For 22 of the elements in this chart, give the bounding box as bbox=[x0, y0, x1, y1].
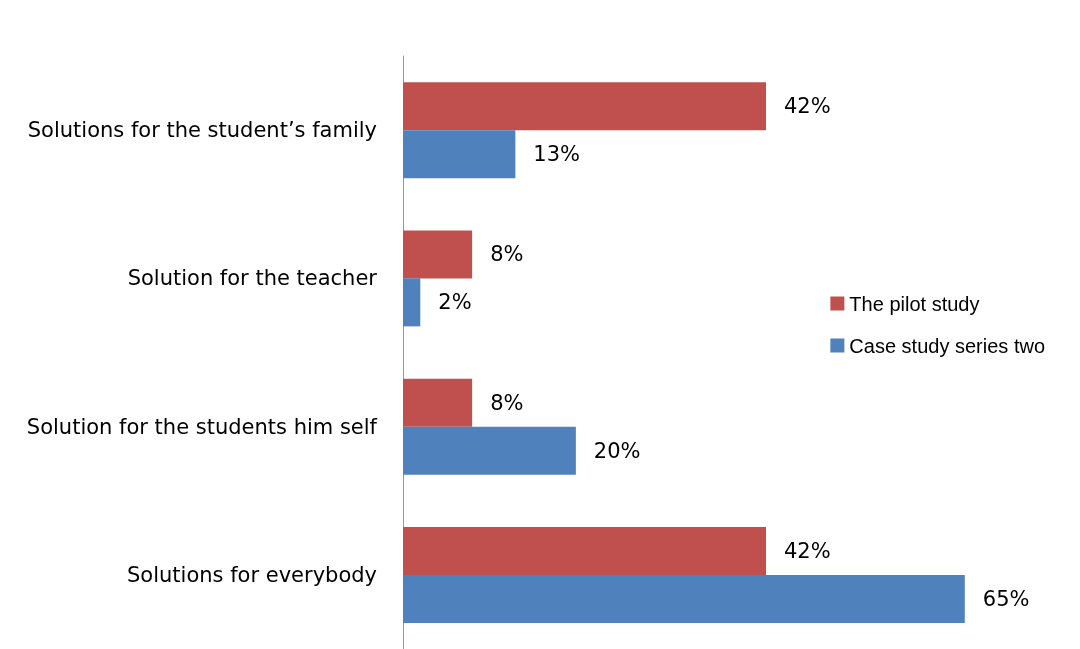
bar bbox=[403, 526, 766, 575]
y-tick-label: Solution for the teacher bbox=[127, 266, 378, 291]
bar bbox=[403, 574, 965, 623]
legend-label: The pilot study bbox=[849, 292, 980, 315]
legend-label: Case study series two bbox=[849, 334, 1046, 357]
data-label: 8% bbox=[490, 242, 524, 267]
bar bbox=[403, 378, 473, 427]
bar bbox=[403, 230, 473, 279]
data-label: 2% bbox=[438, 290, 472, 315]
data-label: 13% bbox=[533, 142, 581, 167]
y-tick-label: Solution for the students him self bbox=[26, 414, 378, 439]
data-label: 8% bbox=[490, 390, 524, 415]
data-label: 42% bbox=[784, 94, 831, 119]
bar bbox=[403, 278, 421, 327]
data-label: 20% bbox=[593, 438, 641, 463]
bar bbox=[403, 130, 516, 179]
data-label: 65% bbox=[982, 586, 1030, 611]
bar bbox=[403, 426, 576, 475]
bar bbox=[403, 82, 766, 131]
data-label: 42% bbox=[784, 538, 831, 563]
y-tick-label: Solutions for the student’s family bbox=[27, 118, 377, 143]
y-tick-label: Solutions for everybody bbox=[127, 562, 377, 587]
